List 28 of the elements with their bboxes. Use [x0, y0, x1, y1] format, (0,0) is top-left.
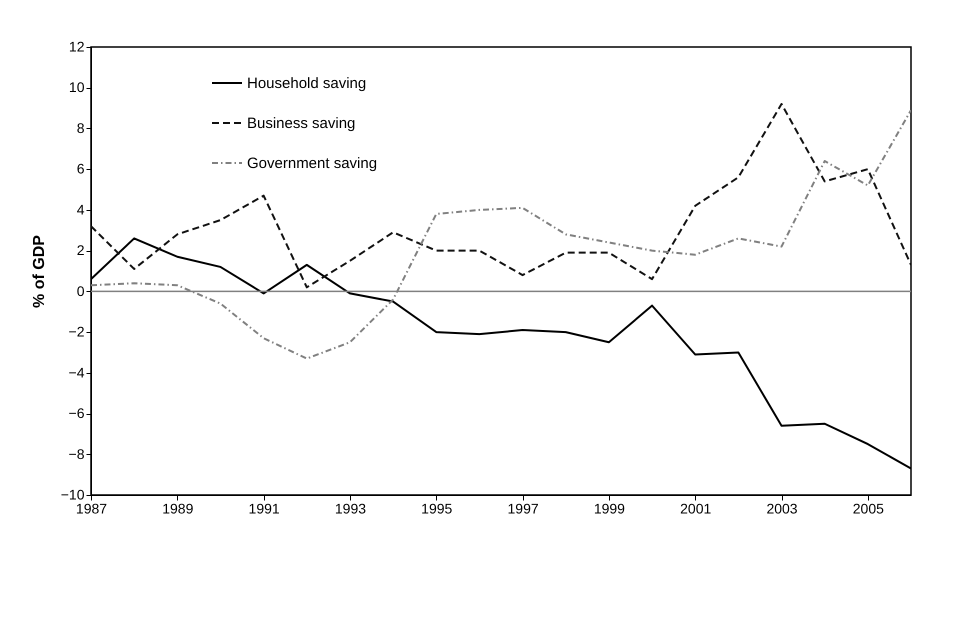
x-tick-label: 1993: [334, 500, 366, 516]
y-tick-label: 12: [68, 38, 85, 54]
y-tick-label: −2: [68, 324, 85, 340]
y-tick-label: −8: [68, 446, 85, 462]
legend-label: Household saving: [247, 75, 366, 92]
y-tick-label: 4: [76, 201, 85, 218]
y-tick-label: 6: [76, 160, 85, 177]
x-tick-label: 2005: [852, 500, 884, 516]
y-tick-label: 10: [68, 79, 85, 96]
x-tick-label: 1991: [248, 500, 280, 516]
line-series: [91, 103, 911, 288]
x-tick-label: 1997: [508, 500, 539, 516]
y-tick-label: −4: [68, 364, 85, 380]
y-tick-label: −10: [60, 486, 85, 502]
y-tick-label: 2: [76, 242, 85, 258]
x-tick-label: 2003: [766, 500, 798, 516]
y-tick-label: −6: [68, 405, 85, 422]
x-tick-label: 1987: [76, 500, 108, 516]
x-tick-label: 1995: [421, 500, 453, 516]
y-tick-label: 8: [76, 120, 85, 136]
y-tick-label: 0: [76, 282, 85, 299]
legend-label: Business saving: [247, 115, 356, 132]
legend-label: Government saving: [247, 155, 378, 172]
x-tick-label: 2001: [680, 500, 712, 516]
x-tick-label: 1999: [594, 500, 626, 516]
line-series: [91, 109, 911, 360]
y-axis-title: % of GDP: [30, 234, 48, 308]
x-tick-label: 1989: [162, 500, 194, 516]
